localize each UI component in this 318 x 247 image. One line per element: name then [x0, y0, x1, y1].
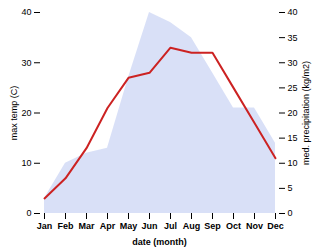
svg-text:30: 30 — [288, 58, 298, 68]
svg-text:Jun: Jun — [141, 221, 157, 231]
svg-text:20: 20 — [288, 108, 298, 118]
svg-text:5: 5 — [288, 183, 293, 193]
svg-text:Dec: Dec — [267, 221, 284, 231]
svg-text:Oct: Oct — [226, 221, 241, 231]
svg-text:40: 40 — [21, 7, 31, 17]
svg-text:Aug: Aug — [183, 221, 201, 231]
svg-text:25: 25 — [288, 83, 298, 93]
svg-text:Feb: Feb — [57, 221, 74, 231]
svg-text:Jul: Jul — [164, 221, 177, 231]
svg-text:15: 15 — [288, 133, 298, 143]
svg-text:40: 40 — [288, 7, 298, 17]
svg-text:0: 0 — [26, 208, 31, 218]
svg-text:Sep: Sep — [204, 221, 221, 231]
svg-text:35: 35 — [288, 33, 298, 43]
svg-text:0: 0 — [288, 208, 293, 218]
svg-text:med. precipitation (kg/m2): med. precipitation (kg/m2) — [301, 61, 311, 165]
svg-text:max temp (C): max temp (C) — [9, 86, 19, 141]
svg-text:30: 30 — [21, 58, 31, 68]
svg-text:10: 10 — [21, 158, 31, 168]
svg-text:Apr: Apr — [100, 221, 116, 231]
svg-text:10: 10 — [288, 158, 298, 168]
svg-text:20: 20 — [21, 108, 31, 118]
svg-text:Jan: Jan — [37, 221, 53, 231]
svg-text:date (month): date (month) — [132, 237, 187, 247]
svg-text:Nov: Nov — [246, 221, 263, 231]
svg-text:May: May — [120, 221, 138, 231]
svg-text:Mar: Mar — [78, 221, 95, 231]
